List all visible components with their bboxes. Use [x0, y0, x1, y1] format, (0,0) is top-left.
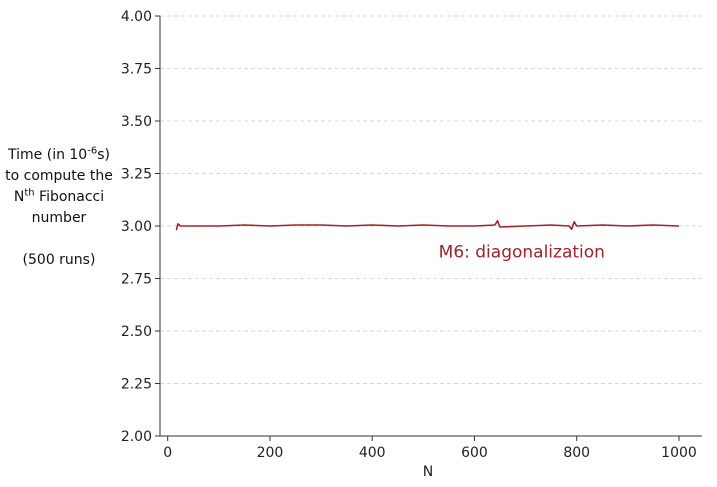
x-tick-label: 1000	[661, 445, 697, 461]
x-tick-label: 600	[461, 445, 488, 461]
y-axis-label-suffix: s) to compute the N	[5, 147, 113, 205]
y-tick-label: 3.75	[121, 62, 152, 78]
y-tick-label: 2.25	[121, 377, 152, 393]
y-tick-label: 3.50	[121, 114, 152, 130]
y-ticks: 2.00 2.25 2.50 2.75 3.00 3.25 3.50 3.75 4.00	[121, 9, 160, 445]
series-line	[175, 220, 680, 231]
y-axis-label-tail: Fibonacci number	[31, 189, 105, 226]
y-tick-label: 3.00	[121, 219, 152, 235]
y-tick-label: 3.25	[121, 167, 152, 183]
x-tick-label: 200	[257, 445, 284, 461]
y-axis-label-prefix: Time (in 10	[8, 147, 88, 163]
x-ticks: 0 200 400 600 800 1000	[163, 436, 697, 461]
x-tick-label: 400	[359, 445, 386, 461]
x-tick-label: 0	[163, 445, 172, 461]
y-tick-label: 2.50	[121, 324, 152, 340]
y-tick-label: 4.00	[121, 9, 152, 25]
y-tick-label: 2.00	[121, 429, 152, 445]
series-annotation: M6: diagonalization	[439, 243, 605, 263]
series-layer	[175, 220, 680, 231]
y-axis-label-runs: (500 runs)	[22, 252, 96, 268]
y-axis-label-exp: -6	[87, 145, 98, 157]
y-axis-label-nth: th	[24, 187, 35, 199]
x-axis-label: N	[423, 464, 433, 480]
y-tick-label: 2.75	[121, 272, 152, 288]
y-axis-label: Time (in 10-6s) to compute the Nth Fibon…	[0, 145, 118, 271]
x-tick-label: 800	[563, 445, 590, 461]
